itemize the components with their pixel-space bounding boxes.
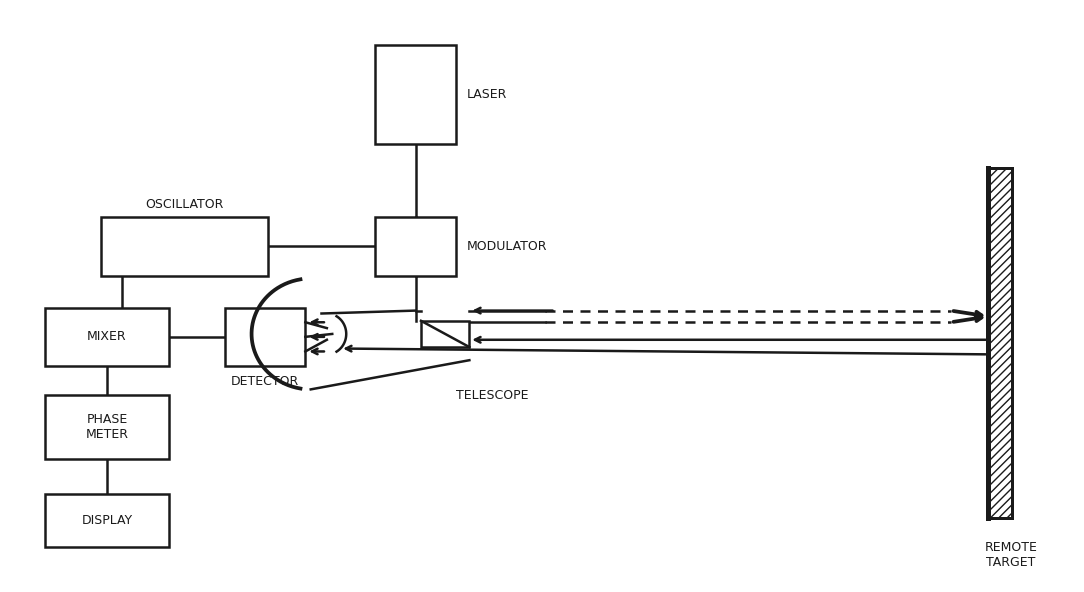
Bar — [224, 308, 306, 366]
Text: LASER: LASER — [467, 88, 507, 101]
Text: DETECTOR: DETECTOR — [231, 375, 299, 388]
Text: OSCILLATOR: OSCILLATOR — [145, 198, 223, 211]
Bar — [989, 168, 1012, 518]
Text: MODULATOR: MODULATOR — [467, 240, 547, 253]
Bar — [46, 308, 169, 366]
Text: DISPLAY: DISPLAY — [81, 514, 132, 527]
Text: PHASE
METER: PHASE METER — [86, 413, 128, 441]
Text: REMOTE
TARGET: REMOTE TARGET — [984, 541, 1037, 569]
Bar — [101, 217, 268, 275]
Text: MIXER: MIXER — [87, 330, 127, 343]
Bar — [375, 45, 456, 144]
Text: TELESCOPE: TELESCOPE — [456, 389, 528, 402]
Bar — [46, 494, 169, 547]
Bar — [421, 321, 469, 347]
Bar — [375, 217, 456, 275]
Bar — [46, 395, 169, 459]
